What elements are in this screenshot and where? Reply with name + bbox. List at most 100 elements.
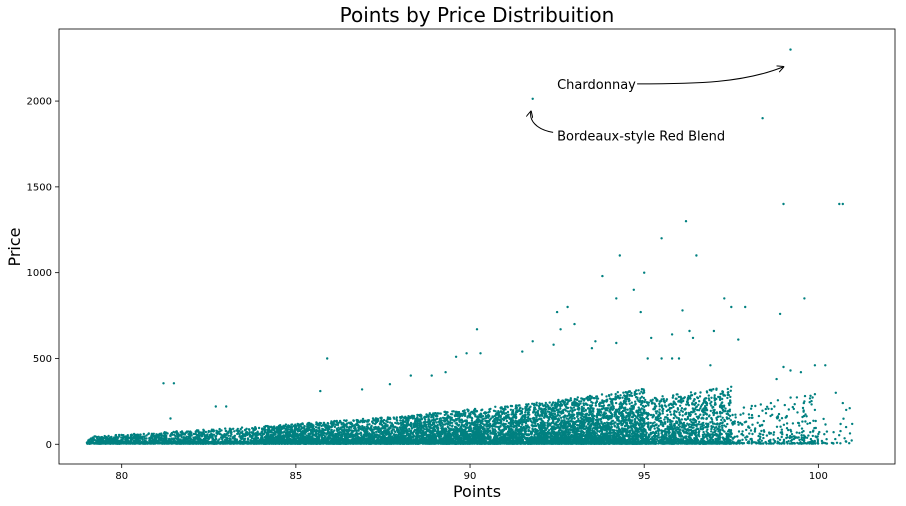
scatter-point	[175, 432, 179, 436]
scatter-point	[321, 423, 325, 427]
scatter-point	[237, 430, 240, 433]
scatter-point	[339, 434, 343, 438]
scatter-point	[336, 430, 339, 433]
scatter-point	[113, 436, 116, 439]
scatter-point	[391, 424, 395, 427]
scatter-point	[137, 435, 141, 439]
scatter-point	[182, 441, 186, 445]
scatter-point	[182, 436, 186, 439]
scatter-point	[343, 432, 346, 435]
scatter-point	[345, 425, 349, 429]
scatter-point	[228, 442, 231, 445]
scatter-point	[470, 419, 474, 422]
scatter-point	[509, 408, 513, 411]
scatter-point	[233, 430, 236, 433]
scatter-point	[363, 426, 366, 429]
scatter-point	[367, 442, 370, 445]
scatter-point	[379, 421, 382, 424]
scatter-point	[151, 437, 154, 440]
scatter-point	[314, 434, 317, 437]
scatter-point	[218, 427, 221, 431]
scatter-point	[246, 437, 250, 440]
scatter-point	[354, 432, 357, 435]
scatter-point	[371, 429, 374, 433]
scatter-point	[227, 431, 230, 434]
scatter-point	[298, 423, 301, 426]
scatter-point	[152, 432, 155, 435]
scatter-point	[355, 430, 358, 433]
scatter-point	[227, 434, 230, 437]
scatter-point	[326, 436, 329, 440]
scatter-point	[256, 441, 259, 444]
scatter-point	[126, 435, 130, 439]
scatter-point	[366, 438, 369, 441]
scatter-point	[252, 432, 255, 436]
scatter-point	[362, 437, 366, 441]
scatter-point	[195, 434, 199, 437]
scatter-point	[195, 436, 199, 440]
scatter-point	[380, 436, 383, 439]
scatter-point	[114, 434, 117, 437]
scatter-point	[133, 437, 136, 440]
scatter-point	[224, 427, 227, 430]
scatter-point	[349, 422, 352, 425]
scatter-point	[393, 433, 396, 436]
scatter-point	[152, 440, 155, 444]
scatter-point	[228, 437, 232, 440]
scatter-point	[192, 441, 195, 445]
scatter-point	[360, 441, 363, 444]
scatter-point	[308, 432, 311, 435]
scatter-point	[142, 432, 145, 436]
scatter-point	[202, 429, 206, 432]
chart-title: Points by Price Distribuition	[340, 3, 615, 27]
scatter-point	[138, 439, 142, 442]
scatter-point	[155, 434, 158, 437]
scatter-point	[393, 417, 396, 420]
scatter-point	[396, 421, 399, 425]
scatter-point	[343, 442, 346, 445]
scatter-point	[387, 432, 391, 435]
scatter-point	[385, 437, 388, 440]
scatter-point	[239, 436, 243, 439]
scatter-point	[260, 432, 263, 435]
scatter-point	[329, 437, 333, 440]
scatter-point	[324, 432, 328, 435]
scatter-point	[233, 441, 236, 444]
scatter-point	[355, 418, 358, 422]
scatter-point	[169, 434, 172, 437]
scatter-point	[128, 441, 131, 444]
scatter-point	[132, 441, 135, 444]
scatter-point	[267, 435, 270, 439]
scatter-point	[172, 440, 176, 444]
scatter-point	[330, 432, 334, 436]
scatter-point	[243, 428, 247, 432]
scatter-point	[317, 438, 320, 442]
scatter-point	[126, 438, 129, 441]
scatter-point	[328, 433, 331, 437]
scatter-point	[271, 426, 274, 429]
scatter-point	[396, 442, 399, 445]
scatter-point	[269, 433, 273, 436]
scatter-point	[381, 438, 384, 442]
scatter-point	[262, 432, 265, 435]
scatter-point	[365, 427, 368, 430]
scatter-point	[236, 432, 239, 436]
scatter-point	[175, 442, 178, 445]
scatter-point	[353, 442, 356, 445]
scatter-point	[333, 441, 336, 444]
scatter-point	[162, 437, 166, 440]
scatter-point	[333, 425, 337, 429]
scatter-point	[249, 435, 253, 438]
scatter-point	[311, 428, 314, 432]
scatter-point	[172, 433, 176, 436]
scatter-point	[352, 419, 355, 422]
scatter-point	[375, 430, 378, 434]
scatter-point	[189, 438, 193, 441]
scatter-point	[97, 439, 100, 442]
scatter-point	[274, 442, 277, 445]
scatter-point	[262, 438, 265, 442]
scatter-point	[374, 419, 378, 423]
scatter-point	[331, 421, 334, 424]
scatter-point	[319, 441, 322, 444]
scatter-point	[97, 435, 100, 438]
